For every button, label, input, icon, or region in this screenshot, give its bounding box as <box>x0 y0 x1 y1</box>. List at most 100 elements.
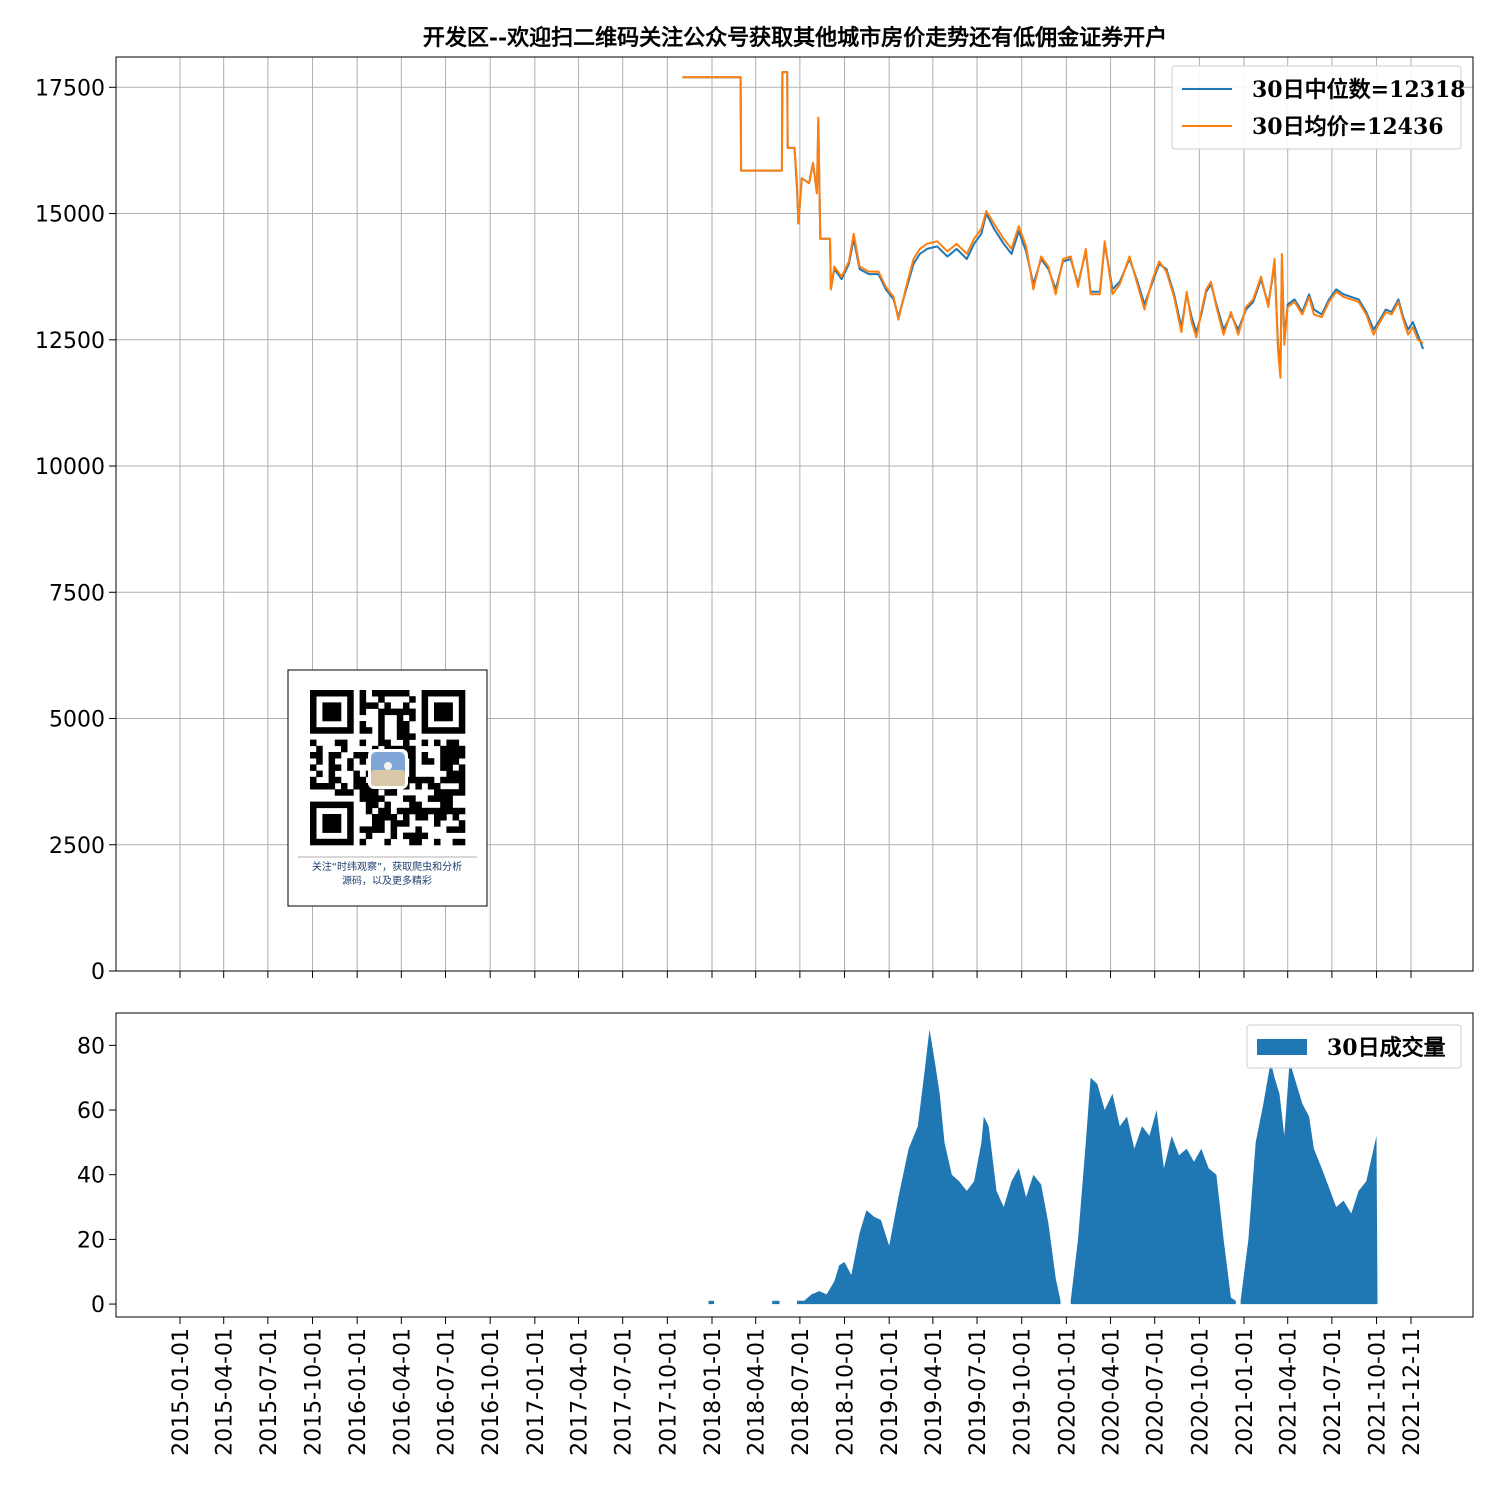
volume-area <box>1070 1077 1236 1305</box>
qr-module <box>359 758 367 765</box>
legend-volume-label: 30日成交量 <box>1327 1035 1446 1061</box>
qr-module <box>328 838 336 846</box>
x-tick-label: 2017-07-01 <box>612 1328 637 1456</box>
qr-module <box>440 814 447 821</box>
volume-y-axis: 0 20 40 60 80 <box>77 1034 116 1318</box>
qr-module <box>334 764 342 771</box>
price-y-tick-label: 17500 <box>35 76 105 101</box>
qr-module <box>359 789 367 796</box>
qr-module <box>446 702 453 709</box>
qr-module <box>409 764 416 771</box>
qr-module <box>409 776 416 784</box>
qr-module <box>334 690 342 697</box>
qr-module <box>452 789 460 796</box>
qr-code-icon <box>310 690 466 846</box>
qr-module <box>434 814 441 821</box>
qr-module <box>446 764 453 771</box>
qr-module <box>421 702 429 709</box>
qr-module <box>322 727 329 734</box>
qr-module <box>390 832 398 840</box>
qr-module <box>434 714 441 722</box>
qr-module <box>328 714 336 722</box>
qr-module <box>316 690 323 697</box>
volume-axes-frame <box>115 1012 1474 1318</box>
qr-module <box>434 795 441 802</box>
qr-module <box>347 826 354 833</box>
qr-module <box>446 690 453 697</box>
qr-module <box>310 838 317 846</box>
chart-title: 开发区--欢迎扫二维码关注公众号获取其他城市房价走势还有低佣金证券开户 <box>423 25 1167 51</box>
qr-module <box>440 764 447 771</box>
price-series <box>682 71 1425 379</box>
qr-module <box>334 826 342 833</box>
qr-module <box>328 702 336 709</box>
qr-module <box>446 826 453 833</box>
qr-module <box>347 764 354 771</box>
qr-module <box>322 838 329 846</box>
qr-module <box>403 708 410 716</box>
qr-module <box>359 776 367 784</box>
qr-module <box>446 758 453 765</box>
qr-module <box>409 758 416 765</box>
qr-code-promo: 关注“时纬观察”，获取爬虫和分析 源码，以及更多精彩 <box>287 669 488 907</box>
qr-module <box>341 739 348 747</box>
qr-module <box>409 752 416 759</box>
qr-module <box>446 795 453 802</box>
volume-area <box>1240 1061 1378 1305</box>
qr-module <box>458 702 466 709</box>
qr-module <box>334 776 342 784</box>
qr-module <box>446 789 453 796</box>
qr-module <box>446 739 453 747</box>
qr-module <box>359 702 367 709</box>
qr-module <box>421 758 429 765</box>
qr-module <box>353 776 360 784</box>
qr-module <box>452 739 460 747</box>
qr-module <box>372 801 379 809</box>
qr-module <box>421 776 429 784</box>
x-tick-label: 2016-04-01 <box>390 1328 415 1456</box>
x-tick-label: 2021-12-11 <box>1400 1328 1425 1456</box>
qr-module <box>440 789 447 796</box>
qr-module <box>446 714 453 722</box>
qr-module <box>328 727 336 734</box>
qr-module <box>365 832 373 840</box>
qr-module <box>415 783 422 790</box>
qr-module <box>421 690 429 697</box>
qr-module <box>403 690 410 697</box>
qr-module <box>427 795 435 802</box>
qr-module <box>359 838 367 846</box>
qr-module <box>322 826 329 833</box>
qr-module <box>310 814 317 821</box>
price-y-tick-label: 2500 <box>49 834 105 859</box>
qr-module <box>396 727 404 734</box>
qr-module <box>458 745 466 753</box>
qr-module <box>353 783 360 790</box>
qr-module <box>378 721 385 728</box>
qr-module <box>452 770 460 778</box>
x-tick-label: 2021-10-01 <box>1366 1328 1391 1456</box>
qr-avatar-sand <box>371 770 405 786</box>
qr-module <box>440 745 447 753</box>
qr-module <box>341 789 348 796</box>
x-tick-label: 2017-10-01 <box>656 1328 681 1456</box>
x-tick-label: 2020-04-01 <box>1100 1328 1125 1456</box>
qr-module <box>334 714 342 722</box>
qr-module <box>353 770 360 778</box>
qr-module <box>372 795 379 802</box>
qr-module <box>458 690 466 697</box>
qr-module <box>384 838 391 846</box>
qr-module <box>341 838 348 846</box>
qr-module <box>409 745 416 753</box>
qr-module <box>427 727 435 734</box>
qr-module <box>421 708 429 716</box>
qr-module <box>440 801 447 809</box>
qr-module <box>421 721 429 728</box>
qr-module <box>452 814 460 821</box>
qr-module <box>458 708 466 716</box>
qr-module <box>310 801 317 809</box>
qr-avatar-figure <box>384 762 392 770</box>
qr-module <box>365 801 373 809</box>
price-y-tick-label: 12500 <box>35 329 105 354</box>
qr-module <box>334 708 342 716</box>
